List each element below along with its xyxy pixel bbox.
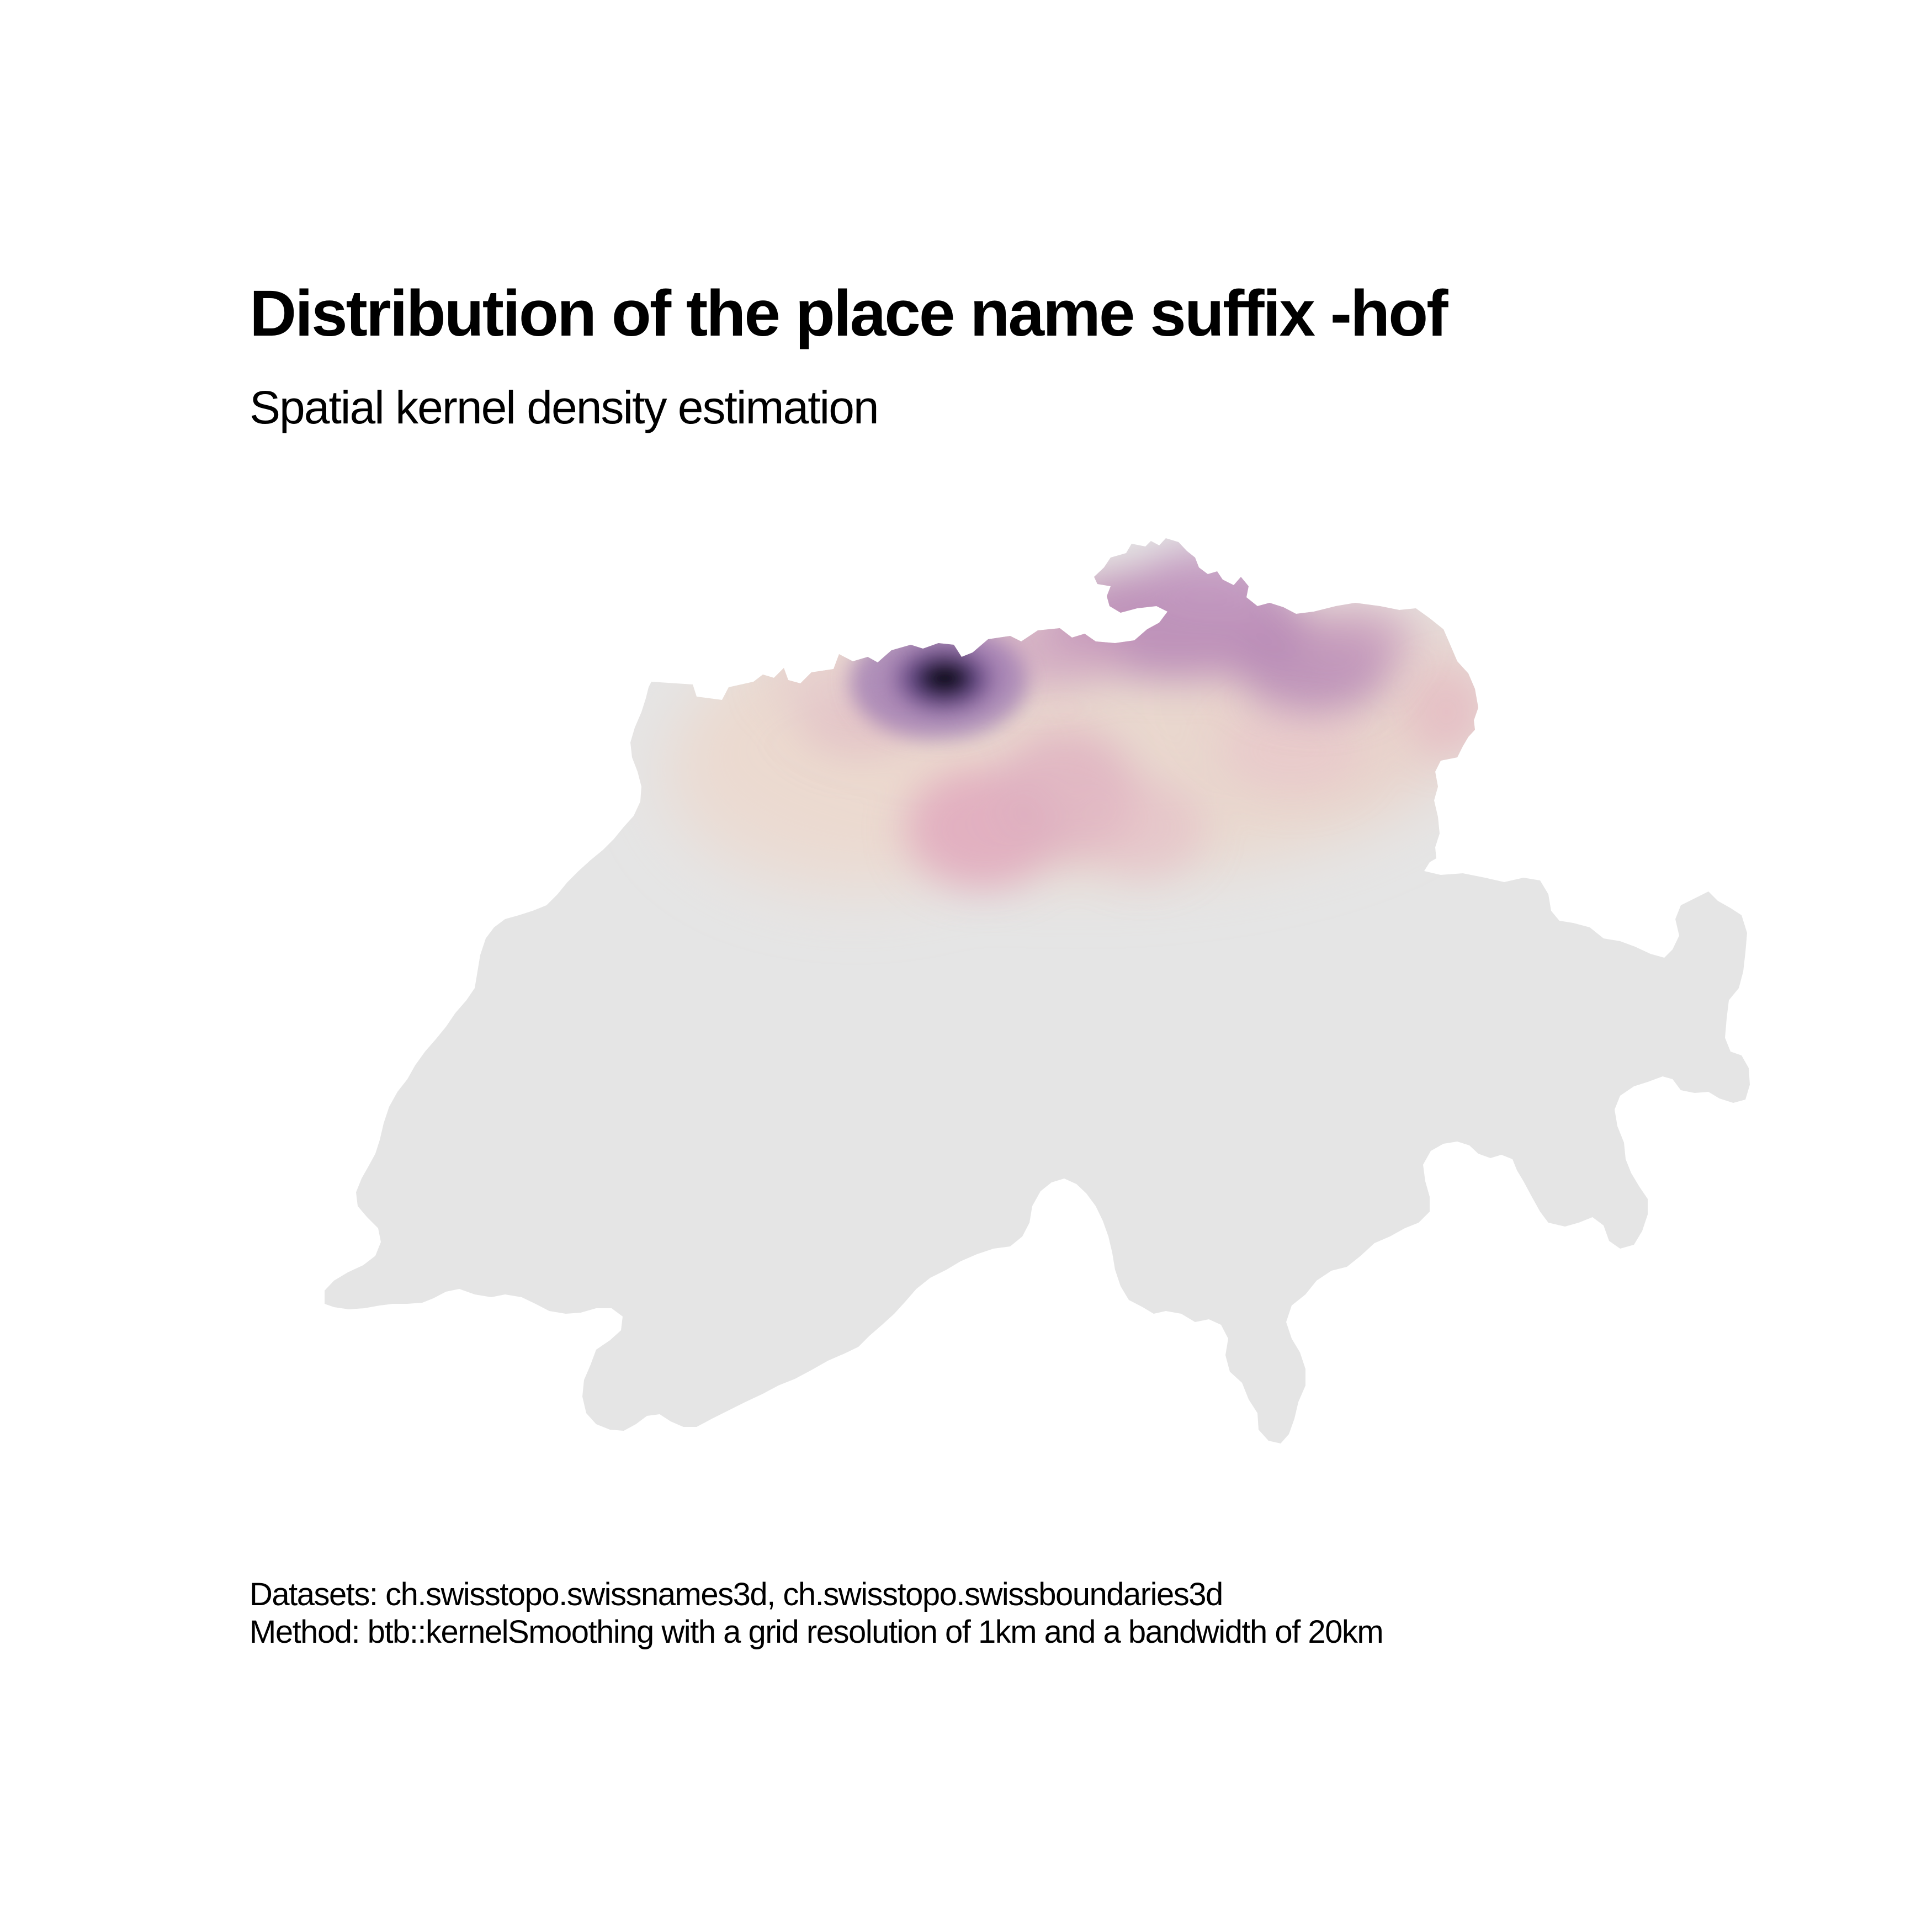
- density-peak: [850, 624, 1027, 740]
- map-title: Distribution of the place name suffix -h…: [250, 277, 1448, 350]
- caption-method: Method: btb::kernelSmoothing with a grid…: [250, 1614, 1384, 1650]
- kernel-density-layer: [662, 544, 1518, 894]
- map-subtitle: Spatial kernel density estimation: [250, 381, 879, 433]
- caption-datasets: Datasets: ch.swisstopo.swissnames3d, ch.…: [250, 1577, 1223, 1612]
- map-caption: Datasets: ch.swisstopo.swissnames3d, ch.…: [250, 1576, 1384, 1651]
- density-blobs-pink: [767, 646, 1485, 889]
